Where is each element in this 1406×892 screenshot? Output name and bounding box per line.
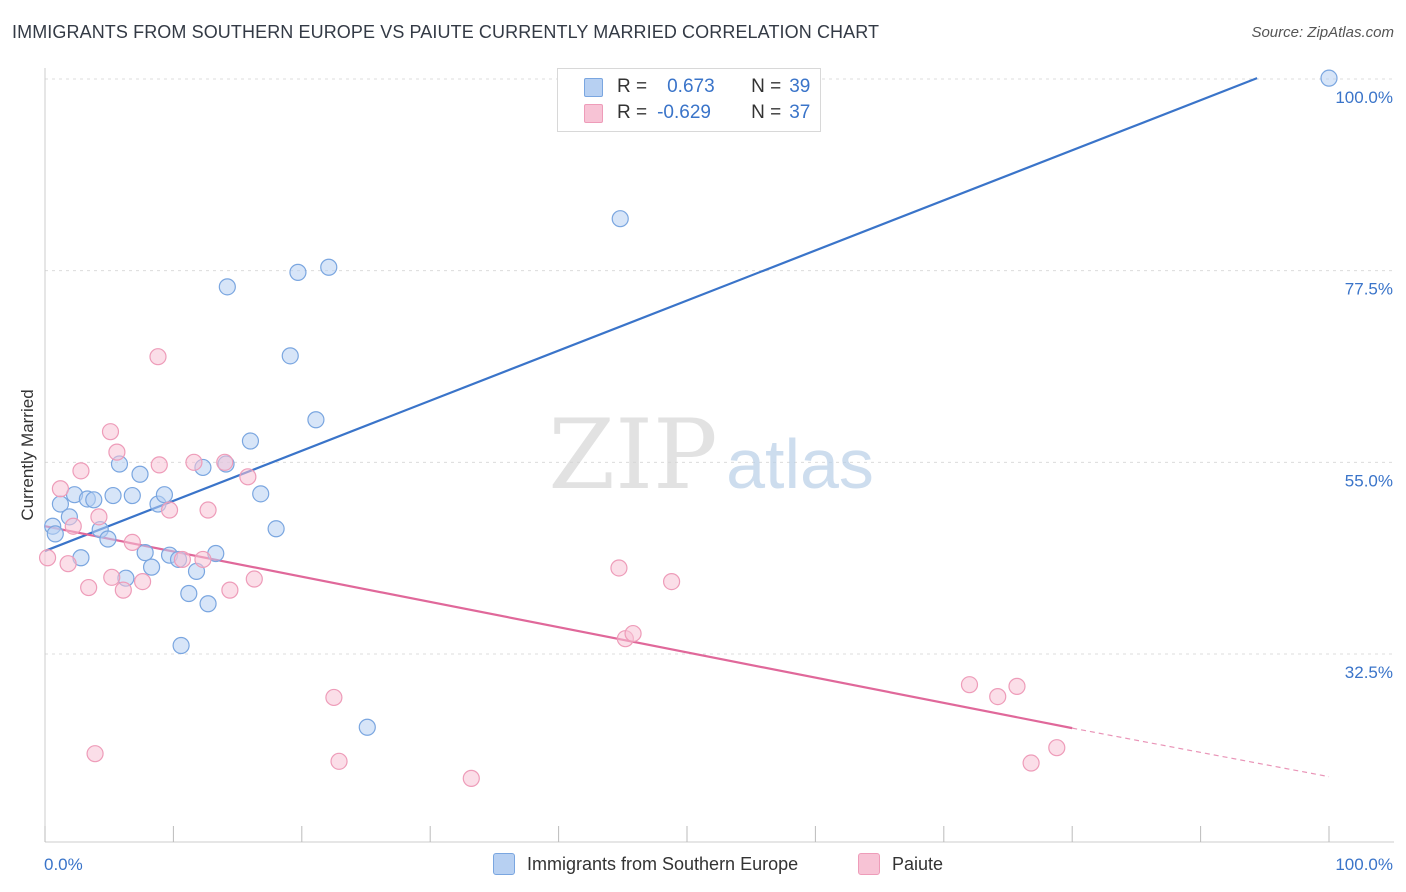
- point-series-1-15: [150, 456, 168, 474]
- point-series-1-22: [221, 581, 239, 599]
- point-series-1-19: [194, 550, 212, 569]
- point-series-1-1: [51, 480, 70, 498]
- point-series-1-27: [462, 769, 480, 787]
- legend-r-value: 0.673: [667, 76, 715, 97]
- trend-extension-series-1: [1072, 727, 1330, 778]
- point-series-1-9: [103, 568, 121, 586]
- point-series-0-30: [252, 485, 270, 503]
- point-series-0-21: [172, 636, 190, 655]
- legend-r-value: -0.629: [657, 102, 711, 123]
- point-series-0-36: [358, 718, 376, 736]
- points-layer: [38, 69, 1338, 787]
- point-series-1-21: [216, 453, 234, 471]
- legend-row-southern-europe: R = 0.673 N = 39: [584, 75, 810, 99]
- x-tick-label-max: 100.0%: [1335, 855, 1393, 874]
- point-series-0-32: [281, 347, 299, 365]
- point-series-1-7: [90, 508, 108, 526]
- point-series-1-3: [64, 517, 82, 535]
- legend-r-label: R =: [617, 76, 648, 97]
- point-series-0-16: [142, 558, 161, 576]
- axes-layer: [44, 68, 1394, 843]
- point-series-1-17: [173, 550, 191, 569]
- legend-n-label: N =: [751, 76, 782, 97]
- point-series-1-25: [325, 688, 343, 707]
- point-series-0-35: [320, 258, 338, 276]
- point-series-0-28: [218, 278, 236, 296]
- y-tick-label-1: 77.5%: [1345, 280, 1393, 299]
- point-series-1-6: [86, 745, 104, 763]
- point-series-1-0: [38, 549, 57, 567]
- point-series-0-37: [611, 210, 629, 228]
- legend-swatch-pink: [584, 103, 603, 123]
- y-tick-label-0: 100.0%: [1335, 88, 1393, 107]
- point-series-0-10: [104, 486, 122, 505]
- series-swatch-blue: [493, 853, 515, 875]
- point-series-0-38: [1320, 69, 1338, 87]
- point-series-0-33: [289, 263, 307, 281]
- point-series-1-36: [1048, 739, 1066, 757]
- watermark-zip: ZIP: [548, 399, 717, 511]
- legend-n-label: N =: [751, 102, 782, 123]
- y-tick-label-2: 55.0%: [1345, 471, 1393, 490]
- point-series-0-15: [136, 544, 154, 562]
- point-series-0-14: [131, 465, 149, 483]
- point-series-1-34: [1008, 677, 1026, 695]
- point-series-1-18: [185, 453, 203, 471]
- legend-n-value: 39: [789, 76, 811, 97]
- point-series-1-30: [624, 624, 642, 643]
- point-series-1-31: [662, 572, 681, 591]
- legend-row-paiute: R = -0.629 N = 37: [584, 101, 810, 125]
- point-series-0-25: [199, 595, 217, 613]
- point-series-1-2: [59, 555, 77, 573]
- point-series-1-32: [960, 676, 979, 694]
- point-series-1-33: [989, 687, 1007, 706]
- point-series-1-16: [160, 501, 179, 519]
- point-series-1-10: [108, 443, 126, 461]
- point-series-1-14: [149, 348, 167, 366]
- point-series-1-20: [199, 501, 217, 519]
- watermark: ZIP atlas: [548, 399, 874, 511]
- point-series-1-11: [114, 581, 132, 599]
- y-tick-label-3: 32.5%: [1345, 663, 1393, 682]
- grid-layer: [45, 78, 1394, 655]
- point-series-1-28: [610, 559, 628, 577]
- legend-swatch-blue: [584, 77, 603, 97]
- point-series-0-9: [99, 530, 117, 548]
- point-series-1-8: [101, 423, 120, 441]
- point-series-0-18: [155, 486, 174, 504]
- point-series-1-35: [1022, 754, 1040, 772]
- source-label: Source: ZipAtlas.com: [1251, 24, 1394, 41]
- point-series-0-29: [241, 432, 260, 450]
- series-legend-southern-europe: Immigrants from Southern Europe: [493, 851, 798, 877]
- series-swatch-pink: [858, 853, 880, 875]
- point-series-0-34: [307, 411, 325, 429]
- point-series-1-13: [133, 572, 152, 591]
- stats-legend: R = 0.673 N = 39 R = -0.629 N = 37: [557, 68, 821, 132]
- legend-n-value: 37: [789, 102, 811, 123]
- point-series-0-7: [85, 491, 103, 509]
- point-series-1-24: [245, 570, 263, 588]
- point-series-1-23: [239, 468, 257, 486]
- legend-r-label: R =: [617, 102, 648, 123]
- series-legend-paiute: Paiute: [858, 851, 943, 877]
- point-series-0-1: [46, 525, 64, 543]
- watermark-atlas: atlas: [726, 425, 874, 503]
- point-series-0-22: [180, 584, 198, 603]
- chart-title: IMMIGRANTS FROM SOUTHERN EUROPE VS PAIUT…: [12, 22, 880, 42]
- point-series-0-31: [267, 520, 285, 538]
- point-series-1-26: [330, 752, 348, 770]
- point-series-1-12: [123, 533, 141, 552]
- point-series-1-4: [72, 462, 90, 480]
- point-series-0-13: [123, 486, 141, 505]
- x-tick-label-min: 0.0%: [44, 855, 83, 874]
- point-series-1-5: [80, 578, 98, 597]
- series-label: Immigrants from Southern Europe: [527, 853, 799, 874]
- series-label: Paiute: [892, 853, 944, 874]
- tick-labels: 100.0% 77.5% 55.0% 32.5% 0.0% 100.0%: [44, 88, 1393, 874]
